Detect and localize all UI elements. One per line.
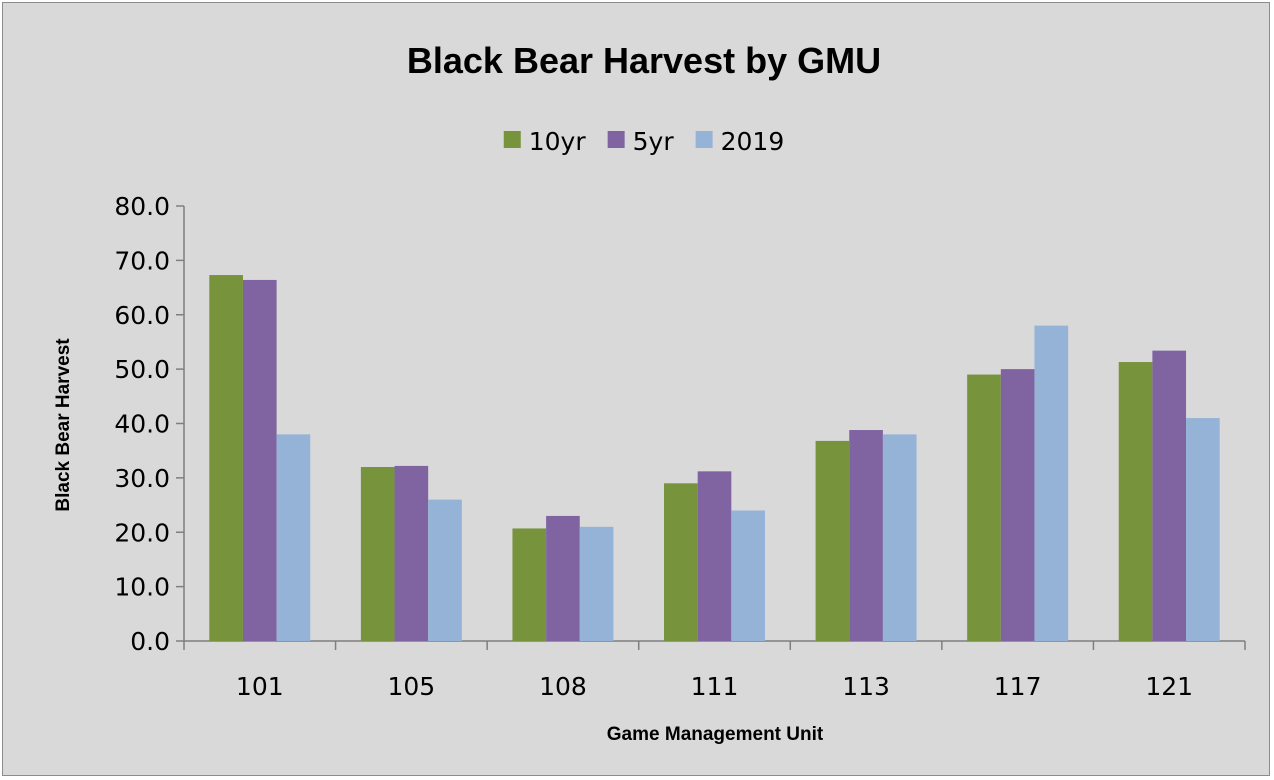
bars xyxy=(209,275,1220,641)
bar-chart: Black Bear Harvest by GMU 10yr 5yr 2019 0.… xyxy=(53,40,1246,745)
bar-2019-108 xyxy=(579,526,614,641)
y-tick-label: 80.0 xyxy=(114,192,170,221)
bar-5yr-117 xyxy=(1000,369,1035,641)
bar-5yr-111 xyxy=(697,471,732,641)
legend-label: 5yr xyxy=(633,127,675,156)
bar-2019-113 xyxy=(882,434,917,641)
y-tick-label: 60.0 xyxy=(114,301,170,330)
x-tick-label: 117 xyxy=(994,672,1042,701)
bar-10yr-117 xyxy=(967,374,1001,641)
bar-10yr-108 xyxy=(512,528,547,641)
legend-swatch-10yr xyxy=(503,131,521,148)
bar-5yr-101 xyxy=(242,279,277,641)
x-tick-label: 113 xyxy=(842,672,890,701)
bar-10yr-101 xyxy=(209,275,243,641)
x-tick-label: 111 xyxy=(691,672,739,701)
legend-swatch-2019 xyxy=(695,131,713,148)
y-tick-label: 20.0 xyxy=(114,518,170,547)
legend: 10yr 5yr 2019 xyxy=(503,127,785,156)
bar-2019-105 xyxy=(428,499,462,641)
x-tick-label: 105 xyxy=(387,672,435,701)
y-tick-label: 10.0 xyxy=(114,573,170,602)
bar-2019-101 xyxy=(276,434,311,641)
bar-2019-117 xyxy=(1034,325,1069,641)
y-tick-label: 0.0 xyxy=(130,627,170,656)
x-tick-label: 108 xyxy=(539,672,587,701)
bar-10yr-113 xyxy=(815,440,850,641)
x-axis-ticks: 101 105 108 111 113 117 121 xyxy=(183,641,1246,701)
y-tick-label: 40.0 xyxy=(114,410,170,439)
bar-2019-111 xyxy=(731,510,765,641)
y-tick-label: 30.0 xyxy=(114,464,170,493)
bar-10yr-105 xyxy=(360,467,395,641)
legend-label: 2019 xyxy=(721,127,785,156)
legend-label: 10yr xyxy=(529,127,587,156)
x-axis-title: Game Management Unit xyxy=(607,724,824,745)
y-axis-title: Black Bear Harvest xyxy=(53,338,74,512)
bar-10yr-121 xyxy=(1118,362,1153,641)
bar-5yr-121 xyxy=(1152,350,1187,641)
bar-5yr-105 xyxy=(394,465,429,641)
bar-5yr-113 xyxy=(849,430,883,641)
y-tick-label: 50.0 xyxy=(114,355,170,384)
bar-2019-121 xyxy=(1186,418,1220,641)
chart-title: Black Bear Harvest by GMU xyxy=(407,40,881,81)
y-tick-label: 70.0 xyxy=(114,246,170,275)
x-tick-label: 121 xyxy=(1145,672,1193,701)
x-tick-label: 101 xyxy=(236,672,284,701)
legend-swatch-5yr xyxy=(607,131,625,148)
y-axis-ticks: 0.0 10.0 20.0 30.0 40.0 50.0 60.0 70.0 80.0 xyxy=(114,192,184,656)
bar-10yr-111 xyxy=(664,483,698,641)
bar-5yr-108 xyxy=(546,515,580,641)
